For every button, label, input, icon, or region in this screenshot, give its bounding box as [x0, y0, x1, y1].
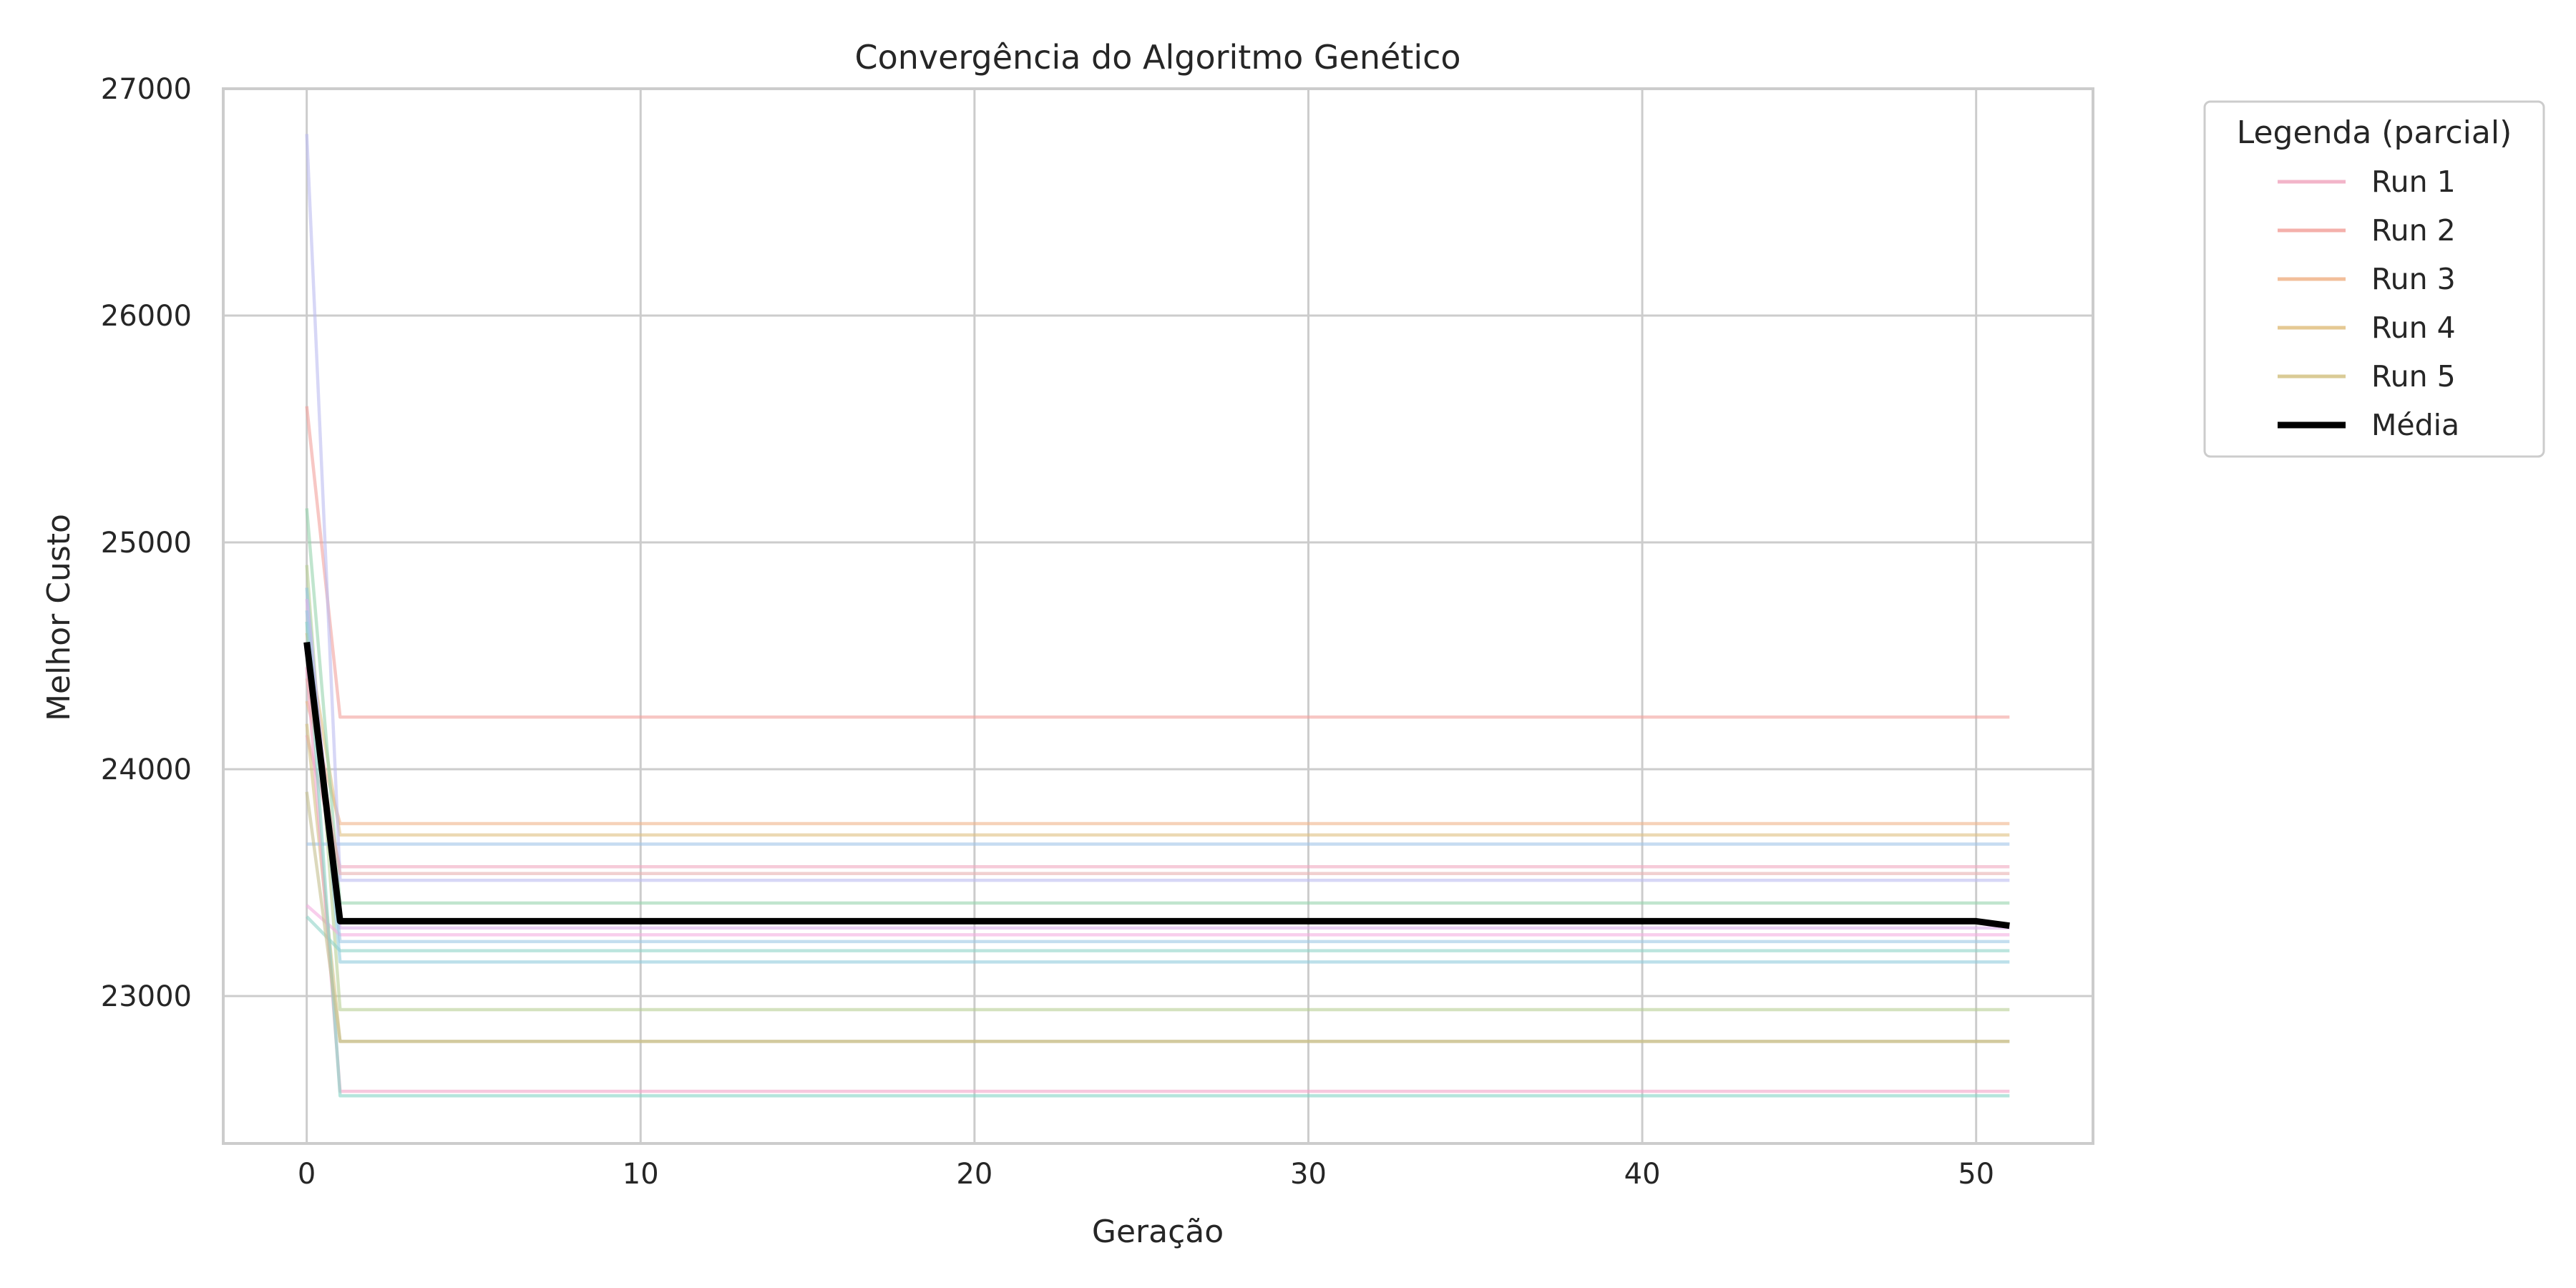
- x-tick-label: 40: [1624, 1158, 1661, 1191]
- x-tick-label: 10: [623, 1158, 659, 1191]
- plot-frame: [222, 87, 2094, 1145]
- run-line-15: [305, 621, 2010, 1098]
- x-tick-label: 50: [1958, 1158, 1994, 1191]
- y-tick-label: 24000: [101, 753, 192, 786]
- x-tick-label: 20: [956, 1158, 992, 1191]
- x-axis-label: Geração: [1092, 1214, 1224, 1250]
- run-line-16: [305, 791, 2010, 1043]
- legend-label-3: Run 3: [2371, 262, 2456, 296]
- legend-label-6: Média: [2371, 408, 2459, 442]
- mean-line: [303, 641, 2010, 930]
- y-tick-label: 23000: [101, 980, 192, 1013]
- legend-label-1: Run 1: [2371, 165, 2456, 199]
- legend-title: Legenda (parcial): [2237, 114, 2512, 151]
- mean-line-group: [303, 641, 2010, 930]
- run-line-11: [305, 134, 2010, 882]
- run-line-2: [305, 406, 2010, 719]
- legend-items: Run 1 Run 2 Run 3 Run 4 Run 5 Média: [2278, 165, 2459, 442]
- x-tick-label: 30: [1290, 1158, 1327, 1191]
- chart-title: Convergência do Algoritmo Genético: [854, 38, 1460, 77]
- legend-label-5: Run 5: [2371, 359, 2456, 394]
- legend-label-2: Run 2: [2371, 213, 2456, 248]
- legend-label-4: Run 4: [2371, 311, 2456, 345]
- y-tick-labels: 23000 24000 25000 26000 27000: [101, 73, 192, 1013]
- y-tick-label: 25000: [101, 527, 192, 560]
- legend-box: [2203, 100, 2545, 458]
- x-tick-label: 0: [298, 1158, 316, 1191]
- y-tick-label: 27000: [101, 73, 192, 106]
- y-axis-label: Melhor Custo: [41, 514, 77, 721]
- x-tick-labels: 0 10 20 30 40 50: [298, 1158, 1994, 1191]
- y-tick-label: 26000: [101, 300, 192, 333]
